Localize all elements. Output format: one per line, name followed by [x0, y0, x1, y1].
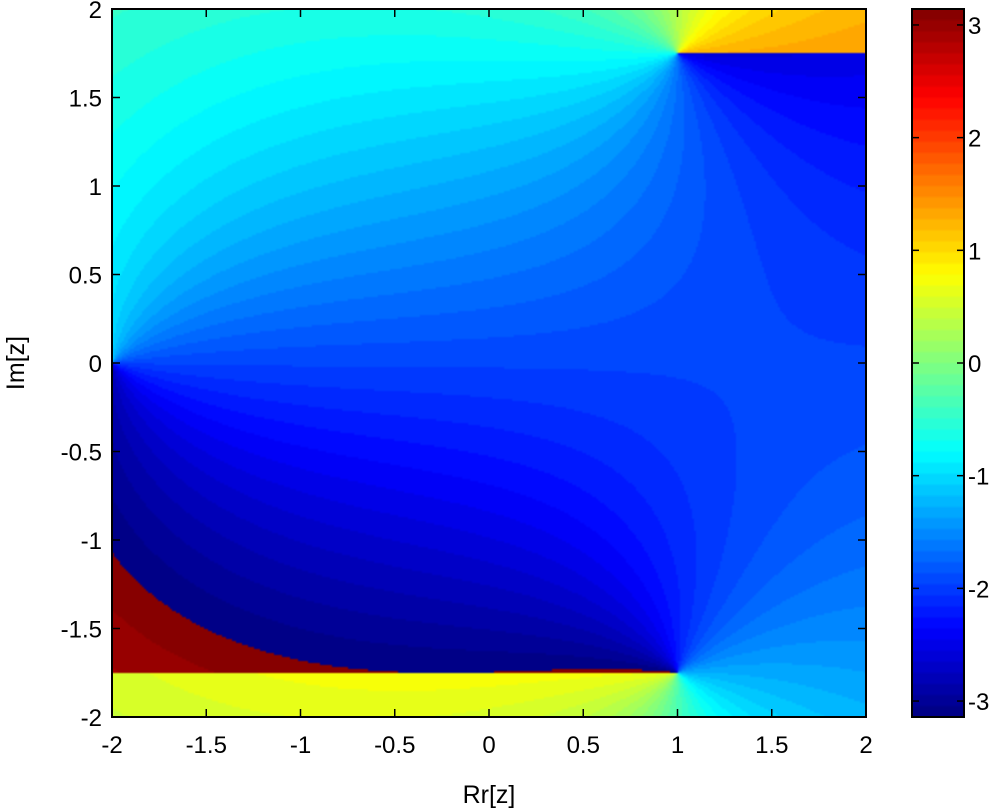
y-tick-label: 1 — [89, 174, 102, 201]
x-tick-label: 1 — [671, 732, 684, 759]
y-tick-label: 2 — [89, 0, 102, 24]
colorbar-tick-label: -3 — [968, 689, 989, 716]
x-tick-label: 0.5 — [567, 732, 600, 759]
y-tick-label: -1 — [81, 528, 102, 555]
colorbar-ticks: -3 -2 -1 0 1 2 3 — [912, 13, 989, 716]
colorbar-tick-label: 0 — [968, 351, 981, 378]
x-tick-label: 2 — [859, 732, 872, 759]
x-axis-ticks: -2 -1.5 -1 -0.5 0 0.5 1 1.5 2 — [101, 9, 873, 759]
x-tick-label: -0.5 — [374, 732, 415, 759]
colorbar-gradient — [912, 9, 964, 717]
y-tick-label: -1.5 — [61, 617, 102, 644]
x-tick-label: -1.5 — [186, 732, 227, 759]
y-tick-label: -2 — [81, 705, 102, 732]
plot-area — [111, 8, 867, 718]
x-axis-label: Rr[z] — [463, 781, 516, 809]
colorbar-tick-label: 2 — [968, 126, 981, 153]
y-axis-label: Im[z] — [2, 336, 30, 390]
x-tick-label: -1 — [290, 732, 311, 759]
x-tick-label: 0 — [482, 732, 495, 759]
x-tick-label: 1.5 — [755, 732, 788, 759]
y-tick-label: 1.5 — [69, 86, 102, 113]
y-axis-ticks: -2 -1.5 -1 -0.5 0 0.5 1 1.5 2 — [61, 0, 866, 732]
y-tick-label: 0.5 — [69, 263, 102, 290]
y-tick-label: -0.5 — [61, 440, 102, 467]
phase-heatmap — [112, 9, 866, 717]
colorbar-tick-label: -1 — [968, 464, 989, 491]
colorbar: -3 -2 -1 0 1 2 3 — [911, 8, 989, 718]
colorbar-tick-label: -2 — [968, 576, 989, 603]
colorbar-tick-label: 3 — [968, 13, 981, 40]
x-tick-label: -2 — [101, 732, 122, 759]
colorbar-tick-label: 1 — [968, 238, 981, 265]
y-tick-label: 0 — [89, 351, 102, 378]
